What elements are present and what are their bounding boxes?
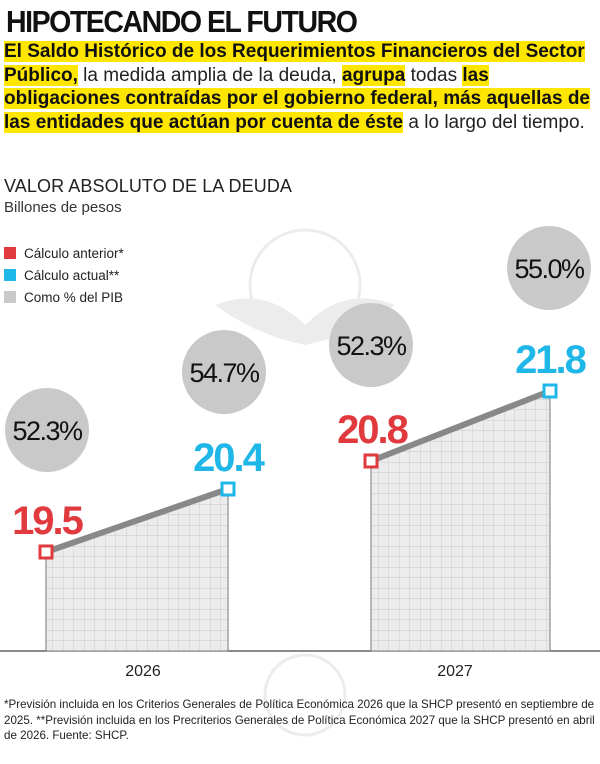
intro-paragraph: El Saldo Histórico de los Requerimientos… xyxy=(4,40,596,134)
intro-segment-1: la medida amplia de la deuda, xyxy=(77,64,342,86)
pib-bubble-ant-2027 xyxy=(329,303,413,387)
chart-legend: Cálculo anterior* Cálculo actual** Como … xyxy=(4,242,124,308)
pib-bubble-act-2027 xyxy=(507,226,591,310)
value-label-anterior-2027: 20.8 xyxy=(337,408,409,452)
marker-actual-2026 xyxy=(220,481,236,497)
legend-label-pib: Como % del PIB xyxy=(24,289,124,305)
x-tick-label-2027: 2027 xyxy=(437,663,473,680)
value-label-anterior-2026: 19.5 xyxy=(12,499,84,543)
pib-label-act-2027: 55.0% xyxy=(514,254,585,284)
value-label-actual-2026: 20.4 xyxy=(193,436,266,480)
legend-swatch-actual xyxy=(4,269,16,281)
intro-segment-5: a lo largo del tiempo. xyxy=(403,111,585,133)
pib-label-act-2026: 54.7% xyxy=(189,358,260,388)
pib-bubble-act-2026 xyxy=(182,330,266,414)
legend-label-anterior: Cálculo anterior* xyxy=(24,245,124,261)
page-title: HIPOTECANDO EL FUTURO xyxy=(6,4,358,39)
legend-swatch-anterior xyxy=(4,247,16,259)
pib-label-ant-2026: 52.3% xyxy=(12,416,83,446)
legend-item-pib: Como % del PIB xyxy=(4,286,124,308)
trend-line-2027 xyxy=(369,388,552,464)
legend-swatch-pib xyxy=(4,291,16,303)
legend-item-anterior: Cálculo anterior* xyxy=(4,242,124,264)
marker-actual-2027 xyxy=(542,383,558,399)
marker-anterior-2026 xyxy=(38,544,54,560)
trend-line-2026 xyxy=(45,486,229,555)
chart-title: VALOR ABSOLUTO DE LA DEUDA xyxy=(4,176,293,196)
pib-label-ant-2027: 52.3% xyxy=(336,331,407,361)
footnote: *Previsión incluida en los Criterios Gen… xyxy=(4,698,595,742)
legend-label-actual: Cálculo actual** xyxy=(24,267,120,283)
debt-chart: 19.5 20.4 52.3% 54.7% 2026 20.8 21.8 52.3% 55.0%… xyxy=(0,226,600,680)
value-label-actual-2027: 21.8 xyxy=(515,338,587,382)
eagle-watermark-icon-2 xyxy=(263,653,347,737)
marker-anterior-2027 xyxy=(363,453,379,469)
intro-segment-3: todas xyxy=(405,64,463,86)
pib-bubble-ant-2026 xyxy=(5,388,89,472)
chart-units: Billones de pesos xyxy=(4,199,122,216)
intro-segment-2: agrupa xyxy=(341,64,406,86)
legend-item-actual: Cálculo actual** xyxy=(4,264,124,286)
x-tick-label-2026: 2026 xyxy=(125,663,161,680)
